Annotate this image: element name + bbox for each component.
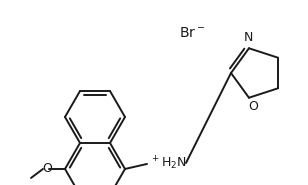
Text: Br$^-$: Br$^-$ [179,26,205,40]
Text: O: O [248,100,258,113]
Text: $^+$H$_2$N: $^+$H$_2$N [150,154,187,172]
Text: O: O [42,162,52,175]
Text: N: N [243,31,253,44]
